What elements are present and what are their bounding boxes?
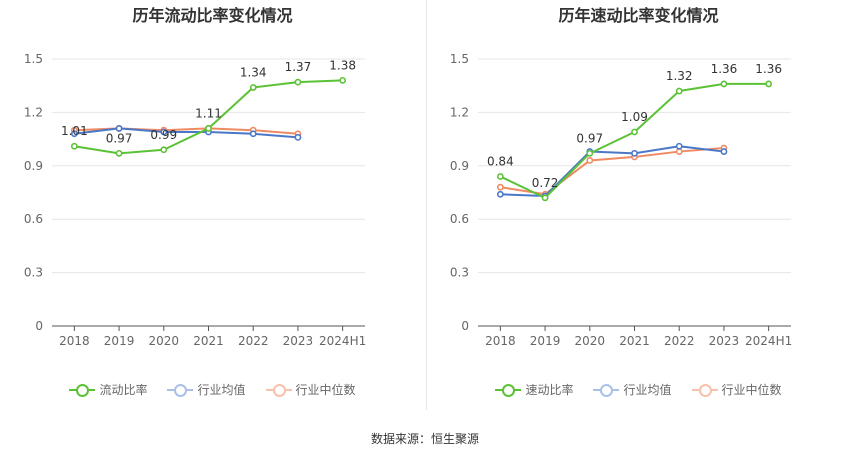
series-line (500, 147, 725, 196)
quick-ratio-chart: 历年速动比率变化情况 0 0.3 0.6 0.9 1.2 1.5 2018 2019 2020 2… (426, 0, 850, 410)
x-tick-label: 2019 (104, 334, 135, 348)
legend: 流动比率 行业均值 行业中位数 (0, 381, 425, 398)
data-point (205, 125, 212, 132)
data-point (765, 80, 773, 88)
x-tick-label: 2018 (485, 334, 516, 348)
data-point (115, 149, 123, 157)
data-point (294, 133, 302, 141)
legend-item-industry-median[interactable]: 行业中位数 (691, 381, 782, 398)
data-point (496, 183, 504, 191)
data-point (496, 173, 504, 180)
data-label: 0.84 (487, 154, 514, 168)
y-tick-label: 0.9 (450, 159, 469, 173)
series-line (500, 145, 725, 198)
data-label: 0.97 (106, 131, 133, 145)
legend-marker-icon (167, 383, 194, 397)
plot-area: 0 0.3 0.6 0.9 1.2 1.5 2018 2019 2020 2021 2022 2023… (450, 52, 792, 348)
legend-label: 流动比率 (99, 383, 148, 397)
data-point (294, 78, 302, 86)
legend-marker-icon (495, 383, 522, 397)
chart-title: 历年流动比率变化情况 (132, 6, 293, 25)
y-tick-label: 0 (461, 319, 469, 333)
legend-marker-icon (69, 383, 96, 397)
series-line (74, 127, 299, 139)
legend-item-ratio[interactable]: 速动比率 (495, 381, 573, 398)
legend-item-industry-median[interactable]: 行业中位数 (265, 381, 356, 398)
data-label: 1.01 (61, 124, 88, 138)
legend-marker-icon (265, 383, 292, 397)
data-point (70, 142, 78, 150)
data-label: 0.99 (150, 128, 177, 142)
x-tick-label: 2020 (149, 334, 180, 348)
data-point (586, 149, 594, 157)
data-label: 1.37 (285, 60, 312, 74)
x-tick-label: 2018 (59, 334, 90, 348)
y-tick-label: 0 (35, 319, 43, 333)
y-tick-label: 0.3 (24, 266, 43, 280)
data-label: 1.11 (195, 106, 222, 120)
x-tick-label: 2019 (530, 334, 561, 348)
data-point (675, 142, 683, 150)
data-point (541, 194, 549, 202)
data-label: 1.36 (755, 62, 782, 76)
data-point (675, 87, 683, 95)
legend-label: 行业均值 (197, 383, 246, 397)
data-label: 0.97 (576, 131, 603, 145)
chart-title: 历年速动比率变化情况 (558, 6, 719, 25)
data-point (249, 130, 257, 138)
data-point (586, 157, 594, 164)
current-ratio-chart: 历年流动比率变化情况 0 0.3 0.6 0.9 1.2 1.5 2018 2019 2020 2… (0, 0, 425, 410)
data-point (675, 148, 683, 155)
legend-label: 行业中位数 (721, 383, 782, 397)
legend-marker-icon (593, 383, 620, 397)
y-tick-label: 0.3 (450, 266, 469, 280)
y-tick-label: 1.2 (450, 105, 469, 119)
data-label: 0.72 (532, 176, 559, 190)
data-label: 1.09 (621, 110, 648, 124)
x-tick-label: 2022 (664, 334, 695, 348)
data-source: 数据来源：恒生聚源 (370, 432, 479, 446)
data-point (160, 146, 168, 154)
data-point (160, 128, 168, 136)
panel-divider (426, 0, 427, 410)
data-label: 1.32 (666, 69, 693, 83)
data-point (631, 149, 638, 157)
legend-label: 行业中位数 (295, 383, 356, 397)
data-point (339, 76, 347, 84)
y-tick-label: 1.2 (24, 105, 43, 119)
plot-area: 0 0.3 0.6 0.9 1.2 1.5 2018 2019 2020 2021 2022 2023… (24, 52, 366, 348)
x-tick-label: 2020 (575, 334, 606, 348)
legend: 速动比率 行业均值 行业中位数 (426, 381, 850, 398)
data-point (720, 80, 728, 88)
data-point (631, 128, 638, 136)
data-point (70, 130, 78, 138)
data-label: 1.38 (329, 58, 356, 72)
legend-item-industry-mean[interactable]: 行业均值 (167, 381, 246, 398)
x-tick-label: 2024H1 (319, 334, 366, 348)
y-tick-label: 0.9 (24, 159, 43, 173)
legend-label: 速动比率 (525, 383, 574, 397)
data-label: 1.34 (240, 65, 267, 79)
y-tick-label: 1.5 (24, 52, 43, 66)
x-tick-label: 2021 (193, 334, 224, 348)
legend-label: 行业均值 (623, 383, 672, 397)
x-tick-label: 2021 (619, 334, 650, 348)
data-point (496, 190, 504, 198)
data-point (115, 125, 123, 132)
y-tick-label: 0.6 (450, 212, 469, 226)
x-tick-label: 2023 (709, 334, 740, 348)
data-point (720, 148, 728, 155)
y-tick-label: 0.6 (24, 212, 43, 226)
y-tick-label: 1.5 (450, 52, 469, 66)
data-label: 1.36 (711, 62, 738, 76)
x-tick-label: 2023 (283, 334, 314, 348)
legend-marker-icon (691, 383, 718, 397)
data-point (249, 84, 257, 91)
legend-item-industry-mean[interactable]: 行业均值 (593, 381, 672, 398)
x-tick-label: 2024H1 (745, 334, 792, 348)
legend-item-ratio[interactable]: 流动比率 (69, 381, 147, 398)
x-tick-label: 2022 (238, 334, 269, 348)
